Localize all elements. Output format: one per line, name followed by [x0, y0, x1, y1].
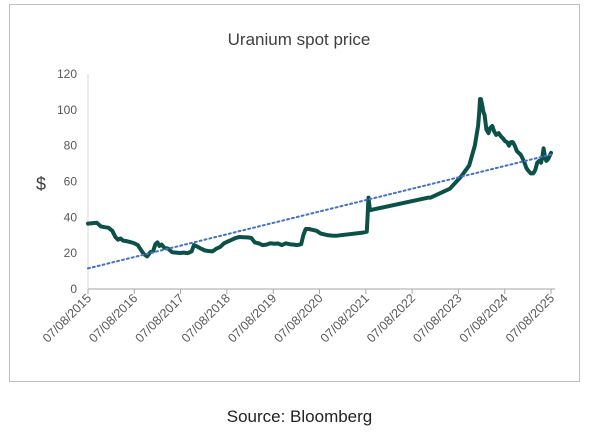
x-tick-label: 07/08/2025 — [503, 291, 557, 345]
y-tick-label: 60 — [64, 175, 78, 189]
series-layer — [86, 97, 553, 270]
y-tick-label: 40 — [64, 210, 78, 224]
y-axis-label: $ — [36, 174, 46, 194]
x-tick-label: 07/08/2017 — [133, 291, 187, 345]
source-caption: Source: Bloomberg — [226, 407, 373, 426]
x-tick-label: 07/08/2024 — [457, 291, 511, 345]
x-tick-label: 07/08/2021 — [318, 291, 372, 345]
chart-frame: Uranium spot price $ 0 20 40 60 80 100 120 07/… — [9, 4, 580, 382]
y-tick-labels: 0 20 40 60 80 100 120 — [57, 67, 77, 296]
y-tick-label: 20 — [64, 246, 78, 260]
x-tick-label: 07/08/2016 — [86, 291, 140, 345]
x-tick-label: 07/08/2015 — [40, 291, 94, 345]
x-tick-label: 07/08/2022 — [364, 291, 418, 345]
y-tick-label: 120 — [57, 67, 77, 81]
x-tick-label: 07/08/2020 — [271, 291, 325, 345]
y-tick-label: 80 — [64, 139, 78, 153]
chart-title: Uranium spot price — [228, 30, 371, 49]
x-tick-labels: 07/08/201507/08/201607/08/201707/08/2018… — [40, 291, 557, 345]
x-tick-label: 07/08/2019 — [225, 291, 279, 345]
x-tick-label: 07/08/2018 — [179, 291, 233, 345]
y-tick-label: 0 — [70, 282, 77, 296]
y-tick-label: 100 — [57, 103, 77, 117]
axes — [87, 74, 555, 294]
x-tick-label: 07/08/2023 — [410, 291, 464, 345]
chart-svg: Uranium spot price $ 0 20 40 60 80 100 120 07/… — [36, 30, 557, 345]
price-line — [86, 97, 553, 259]
trend-line — [87, 153, 552, 270]
